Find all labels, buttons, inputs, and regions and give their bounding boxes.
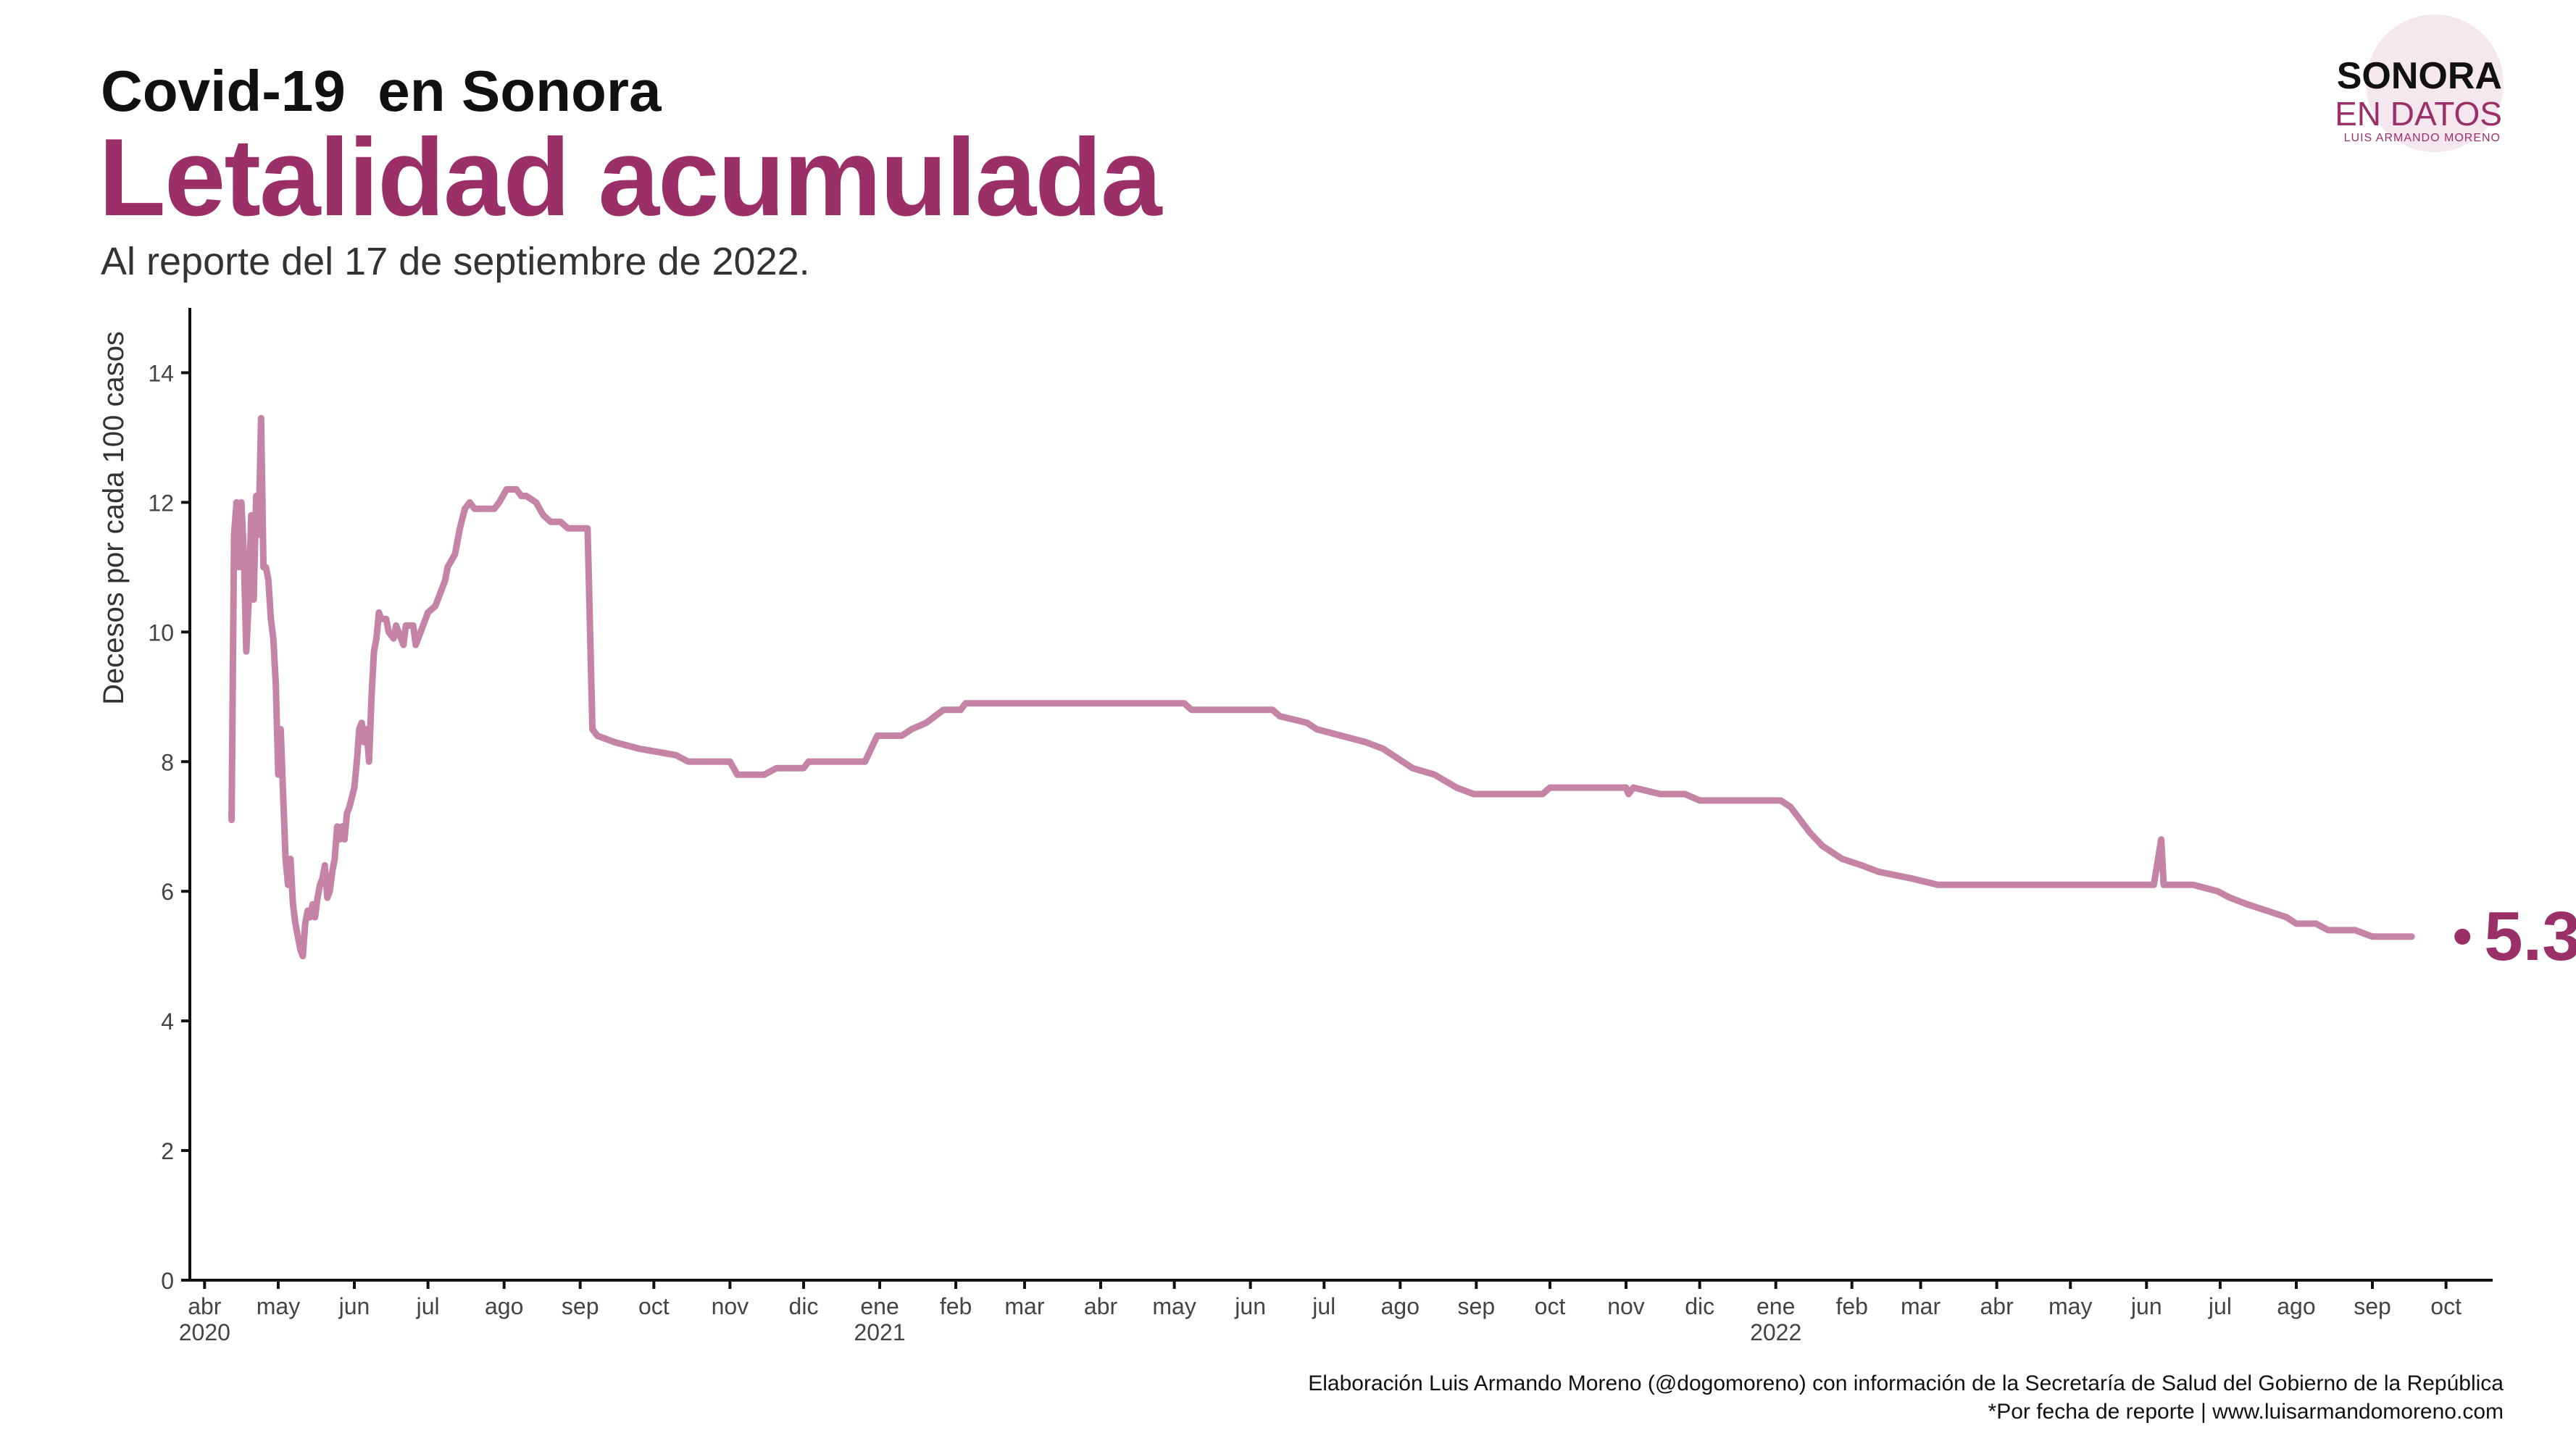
y-tick-label: 12 (148, 490, 174, 516)
x-tick-label: may (257, 1293, 300, 1319)
y-tick-label: 4 (161, 1009, 174, 1035)
x-tick-label: sep (562, 1293, 599, 1319)
source-caption: Elaboración Luis Armando Moreno (@dogomo… (1308, 1371, 2504, 1395)
chart-title-small: Covid-19 en Sonora (101, 59, 662, 123)
x-tick-label: ago (2277, 1293, 2315, 1319)
y-tick-label: 6 (161, 879, 174, 905)
last-value-label: 5.3 (2484, 898, 2576, 975)
source-note: *Por fecha de reporte | www.luisarmandom… (1988, 1400, 2504, 1424)
x-tick-year-label: 2021 (854, 1319, 905, 1345)
y-tick-label: 14 (148, 360, 174, 386)
logo-line-2: EN DATOS (2335, 95, 2502, 133)
x-tick-year-label: 2020 (179, 1319, 230, 1345)
series-line (228, 414, 2415, 960)
y-tick-label: 8 (161, 749, 174, 775)
y-tick-label: 2 (161, 1138, 174, 1164)
series-layer: 5.3 (228, 414, 2576, 975)
x-tick-label: dic (789, 1293, 819, 1319)
y-tick-label: 10 (148, 619, 174, 646)
x-tick-label: may (1152, 1293, 1196, 1319)
x-tick-label: jun (1234, 1293, 1266, 1319)
logo-line-1: SONORA (2336, 55, 2502, 97)
logo-circle-mark (2366, 14, 2504, 152)
x-tick-label: mar (1901, 1293, 1941, 1319)
x-tick-label: feb (1835, 1293, 1867, 1319)
x-tick-label: ene (860, 1293, 899, 1319)
x-tick-label: nov (1607, 1293, 1645, 1319)
x-tick-label: jul (2208, 1293, 2232, 1319)
x-tick-label: dic (1685, 1293, 1714, 1319)
x-tick-label: ago (1381, 1293, 1420, 1319)
x-tick-label: nov (712, 1293, 749, 1319)
x-tick-label: abr (1084, 1293, 1118, 1319)
y-axis-label: Decesos por cada 100 casos (98, 331, 130, 705)
x-tick-label: may (2048, 1293, 2092, 1319)
chart-title: Letalidad acumulada (99, 116, 1162, 239)
x-tick-label: jun (338, 1293, 370, 1319)
x-tick-label: abr (1980, 1293, 2014, 1319)
x-tick-label: jul (416, 1293, 440, 1319)
x-tick-label: ene (1756, 1293, 1795, 1319)
x-tick-label: sep (1458, 1293, 1496, 1319)
x-tick-year-label: 2022 (1750, 1319, 1801, 1345)
x-tick-label: mar (1004, 1293, 1044, 1319)
x-tick-label: abr (188, 1293, 222, 1319)
y-tick-label: 0 (161, 1268, 174, 1294)
x-tick-label: feb (940, 1293, 972, 1319)
chart-subtitle: Al reporte del 17 de septiembre de 2022. (101, 240, 810, 283)
x-tick-label: oct (2430, 1293, 2462, 1319)
sonora-en-datos-logo: SONORA EN DATOS LUIS ARMANDO MORENO (2301, 14, 2518, 167)
x-tick-label: jul (1312, 1293, 1335, 1319)
x-tick-label: oct (1535, 1293, 1566, 1319)
x-tick-label: sep (2354, 1293, 2391, 1319)
logo-line-3: LUIS ARMANDO MORENO (2343, 132, 2501, 144)
x-tick-label: jun (2130, 1293, 2162, 1319)
x-tick-label: ago (485, 1293, 523, 1319)
x-tick-label: oct (638, 1293, 670, 1319)
last-value-dot (2454, 928, 2471, 945)
